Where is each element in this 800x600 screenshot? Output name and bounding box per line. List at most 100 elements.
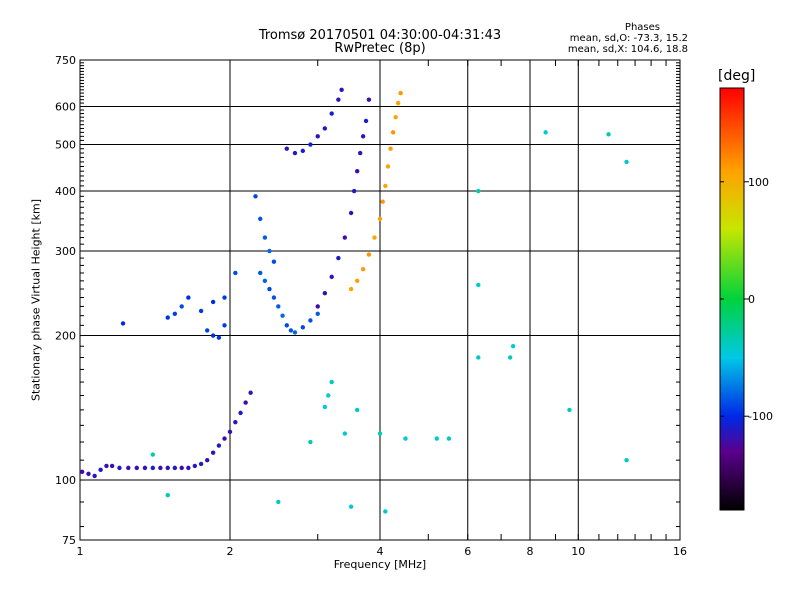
y-tick-label: 75 [62, 534, 76, 547]
echo-point [342, 235, 348, 240]
echo-point [186, 295, 191, 300]
echo-point [322, 404, 328, 410]
colorbar-label: [deg] [718, 68, 756, 84]
echo-point [354, 278, 360, 284]
echo-point [216, 335, 222, 340]
echo-point [543, 130, 548, 135]
echo-point [280, 313, 285, 318]
echo-point [204, 457, 210, 463]
echo-point [348, 210, 354, 216]
echo-point [624, 159, 629, 165]
echo-point [142, 465, 148, 471]
echo-point [134, 465, 139, 471]
y-tick-label: 750 [55, 54, 76, 67]
echo-point [342, 431, 348, 436]
echo-point [210, 450, 216, 455]
echo-point [120, 321, 126, 326]
echo-point [210, 299, 216, 305]
echo-point [222, 295, 227, 300]
echo-point [348, 286, 354, 292]
echo-point [366, 97, 372, 102]
x-tick-label: 1 [77, 545, 84, 558]
echo-point [383, 183, 388, 189]
echo-point [393, 115, 398, 120]
echo-point [104, 463, 109, 469]
y-tick-label: 300 [55, 245, 76, 258]
echo-point [372, 235, 377, 240]
y-tick-label: 600 [55, 101, 76, 114]
echo-point [150, 452, 156, 457]
echo-point [390, 130, 396, 135]
echo-point [98, 467, 103, 473]
echo-point [315, 304, 320, 309]
echo-point [329, 274, 334, 280]
echo-point [308, 439, 313, 445]
echo-point [192, 463, 198, 469]
echo-point [258, 216, 263, 222]
echo-point [322, 291, 328, 296]
echo-point [179, 304, 184, 309]
phase-stats-o: mean, sd,O: -73.3, 15.2 [569, 33, 688, 44]
x-axis-label: Frequency [MHz] [333, 558, 427, 571]
echo-point [398, 90, 403, 96]
x-tick-label: 2 [227, 545, 234, 558]
echo-point [300, 148, 306, 154]
echo-point [210, 333, 216, 338]
echo-point [165, 315, 170, 320]
echo-point [434, 436, 439, 441]
echo-point [238, 410, 243, 416]
echo-point [403, 436, 408, 441]
echo-point [336, 97, 341, 102]
echo-point [315, 134, 320, 139]
echo-point [248, 390, 253, 395]
echo-point [172, 311, 178, 316]
echo-point [126, 465, 131, 471]
echo-point [360, 134, 366, 139]
echo-point [258, 270, 263, 276]
echo-point [267, 248, 272, 254]
echo-point [354, 407, 360, 413]
y-tick-label: 500 [55, 139, 76, 152]
x-tick-label: 8 [527, 545, 534, 558]
echo-point [186, 465, 191, 471]
echo-point [227, 429, 233, 435]
echo-point [308, 142, 313, 147]
echo-point [383, 509, 388, 514]
echo-point [204, 328, 210, 333]
echo-point [216, 443, 222, 448]
y-axis-label: Stationary phase Virtual Height [km] [29, 198, 43, 402]
echo-point [172, 465, 178, 471]
echo-point [179, 465, 184, 471]
echo-point [233, 270, 238, 276]
echo-point [351, 188, 357, 194]
echo-point [385, 164, 391, 169]
echo-point [446, 436, 452, 441]
echo-point [284, 323, 289, 328]
echo-point [158, 465, 163, 471]
phase-stats-x: mean, sd,X: 104.6, 18.8 [567, 44, 688, 55]
echo-point [284, 146, 289, 151]
echo-point [109, 463, 115, 469]
echo-point [336, 255, 341, 261]
echo-point [117, 465, 122, 471]
echo-point [395, 100, 401, 106]
echo-point [354, 168, 360, 174]
echo-point [165, 465, 170, 471]
echo-point [510, 344, 516, 349]
echo-point [567, 407, 572, 413]
echo-point [262, 278, 268, 284]
echo-point [377, 216, 383, 222]
echo-point [222, 436, 227, 441]
colorbar-tick-label: -100 [748, 410, 773, 423]
echo-point [253, 194, 258, 199]
echo-point [377, 431, 383, 436]
echo-point [329, 111, 334, 116]
echo-point [476, 355, 481, 360]
echo-point [222, 323, 227, 328]
echo-point [380, 199, 385, 204]
echo-point [86, 471, 91, 477]
echo-point [308, 318, 313, 323]
echo-point [292, 150, 298, 156]
y-tick-label: 400 [55, 185, 76, 198]
